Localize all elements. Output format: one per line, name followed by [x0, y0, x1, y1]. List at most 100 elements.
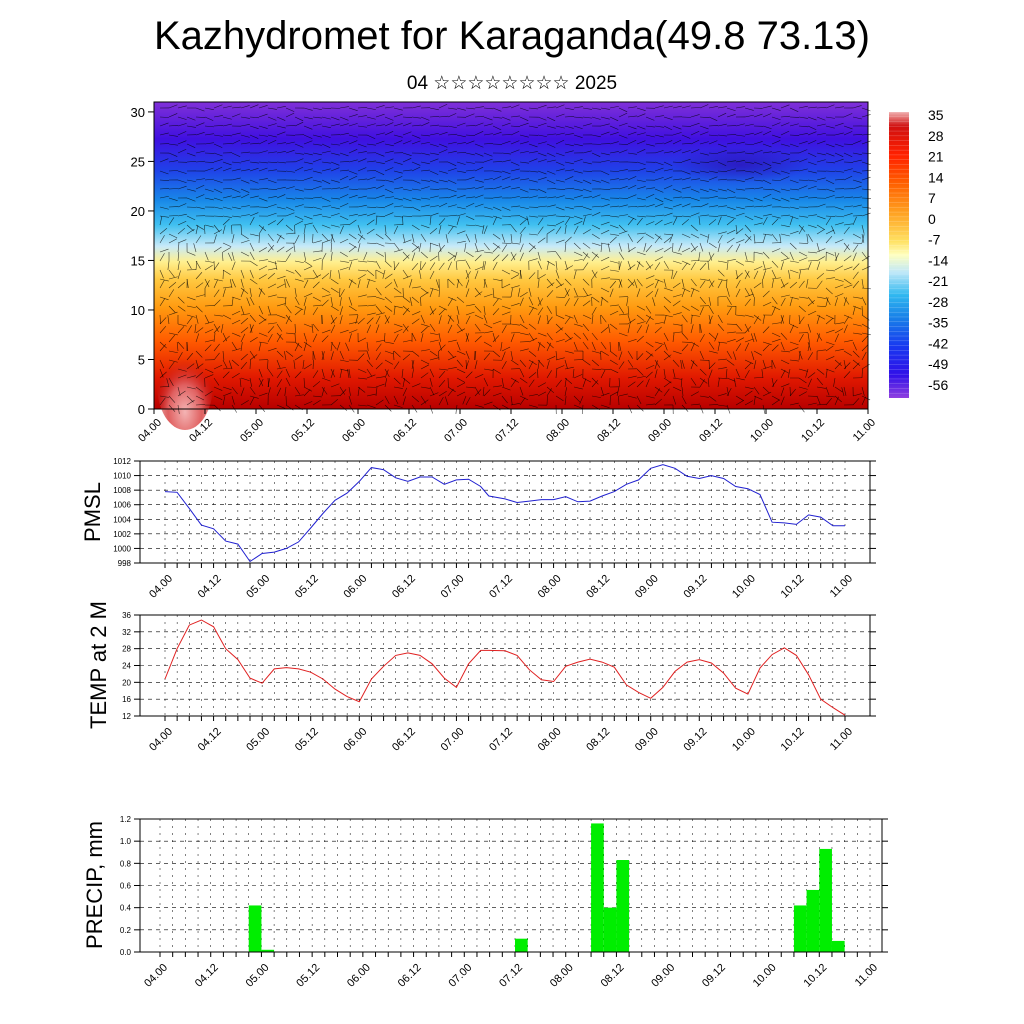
- wind-barb: [654, 288, 659, 298]
- wind-barb: [240, 159, 250, 163]
- wind-barb: [627, 305, 630, 315]
- wind-barb: [555, 195, 565, 199]
- wind-barb: [366, 279, 370, 289]
- wind-barb: [699, 334, 705, 343]
- temp-ylabel: TEMP at 2 M: [86, 601, 111, 729]
- wind-barb: [384, 350, 394, 355]
- wind-barb: [285, 224, 294, 232]
- wind-barb: [249, 324, 254, 334]
- wind-barb: [618, 242, 623, 252]
- wind-barb: [834, 196, 844, 199]
- wind-barb: [663, 206, 673, 210]
- wind-barb: [492, 308, 500, 316]
- wind-barb: [303, 168, 313, 172]
- wind-barb: [159, 132, 169, 136]
- wind-barb: [663, 305, 671, 313]
- wind-barb: [195, 150, 205, 154]
- wind-barb: [852, 152, 862, 156]
- wind-barb: [616, 386, 620, 396]
- wind-barb: [573, 195, 583, 199]
- wind-barb: [366, 107, 376, 110]
- wind-barb: [384, 116, 394, 121]
- colorbar-label: 28: [928, 128, 944, 144]
- wind-barb: [429, 377, 433, 387]
- wind-barb: [293, 360, 296, 370]
- wind-barb: [546, 370, 552, 379]
- wind-barb: [456, 328, 466, 334]
- wind-barb: [618, 305, 625, 314]
- wind-barb: [366, 170, 376, 172]
- wind-barb: [303, 293, 313, 298]
- wind-barb: [195, 132, 205, 136]
- wind-barb: [600, 229, 610, 235]
- wind-barb: [474, 224, 484, 228]
- wind-barb: [645, 341, 654, 348]
- wind-barb: [177, 390, 186, 397]
- wind-barb: [411, 188, 421, 191]
- wind-barb: [708, 404, 719, 406]
- wind-barb: [681, 359, 685, 369]
- wind-barb: [654, 125, 664, 128]
- wind-barb: [501, 185, 511, 190]
- wind-barb: [672, 359, 680, 367]
- wind-barb: [303, 134, 313, 139]
- wind-barb: [652, 297, 656, 307]
- wind-barb: [483, 368, 493, 371]
- wind-barb: [618, 279, 622, 289]
- wind-barb: [294, 386, 301, 395]
- wind-barb: [636, 380, 644, 388]
- wind-barb: [636, 232, 646, 235]
- wind-barb: [348, 296, 353, 306]
- wind-barb: [852, 204, 862, 208]
- x-tick-label: 07.12: [487, 573, 515, 601]
- wind-barb: [240, 188, 250, 193]
- wind-barb: [375, 140, 385, 145]
- wind-barb: [834, 362, 842, 370]
- wind-barb: [627, 125, 637, 130]
- wind-barb: [735, 280, 741, 289]
- wind-barb: [213, 364, 223, 370]
- wind-barb: [321, 179, 331, 185]
- wind-barb: [699, 395, 709, 398]
- wind-barb: [267, 123, 277, 127]
- wind-barb: [825, 179, 835, 185]
- wind-barb: [573, 374, 583, 379]
- wind-barb: [771, 107, 781, 111]
- wind-barb: [627, 233, 633, 242]
- y-tick-label: 30: [131, 105, 145, 120]
- wind-barb: [312, 274, 322, 280]
- wind-barb: [168, 143, 178, 146]
- wind-barb: [510, 161, 520, 166]
- wind-barb: [168, 217, 175, 226]
- wind-barb: [726, 331, 736, 334]
- wind-barb: [312, 360, 314, 370]
- wind-barb: [753, 222, 763, 226]
- wind-barb: [528, 125, 538, 129]
- wind-barb: [501, 159, 511, 163]
- wind-barb: [798, 391, 807, 397]
- wind-barb: [771, 338, 781, 343]
- wind-barb: [582, 188, 592, 193]
- wind-barb: [825, 143, 835, 148]
- wind-barb: [276, 218, 284, 226]
- wind-barb: [807, 378, 812, 388]
- wind-barb: [213, 278, 223, 282]
- wind-barb: [483, 314, 488, 324]
- wind-barb: [654, 369, 658, 379]
- wind-barb: [726, 244, 733, 253]
- wind-barb: [321, 386, 328, 395]
- wind-barb: [366, 219, 375, 226]
- wind-barb: [735, 179, 745, 182]
- wind-barb: [330, 252, 333, 262]
- wind-barb: [186, 125, 196, 128]
- wind-barb: [807, 261, 812, 271]
- wind-barb: [825, 116, 835, 119]
- wind-barb: [591, 332, 598, 341]
- x-tick-label: 11.00: [853, 962, 880, 989]
- y-tick-label: 28: [122, 645, 131, 654]
- wind-barb: [564, 387, 567, 397]
- x-tick-label: 09.00: [649, 962, 677, 990]
- wind-barb: [267, 334, 273, 343]
- wind-barb: [159, 235, 165, 244]
- wind-barb: [843, 362, 851, 370]
